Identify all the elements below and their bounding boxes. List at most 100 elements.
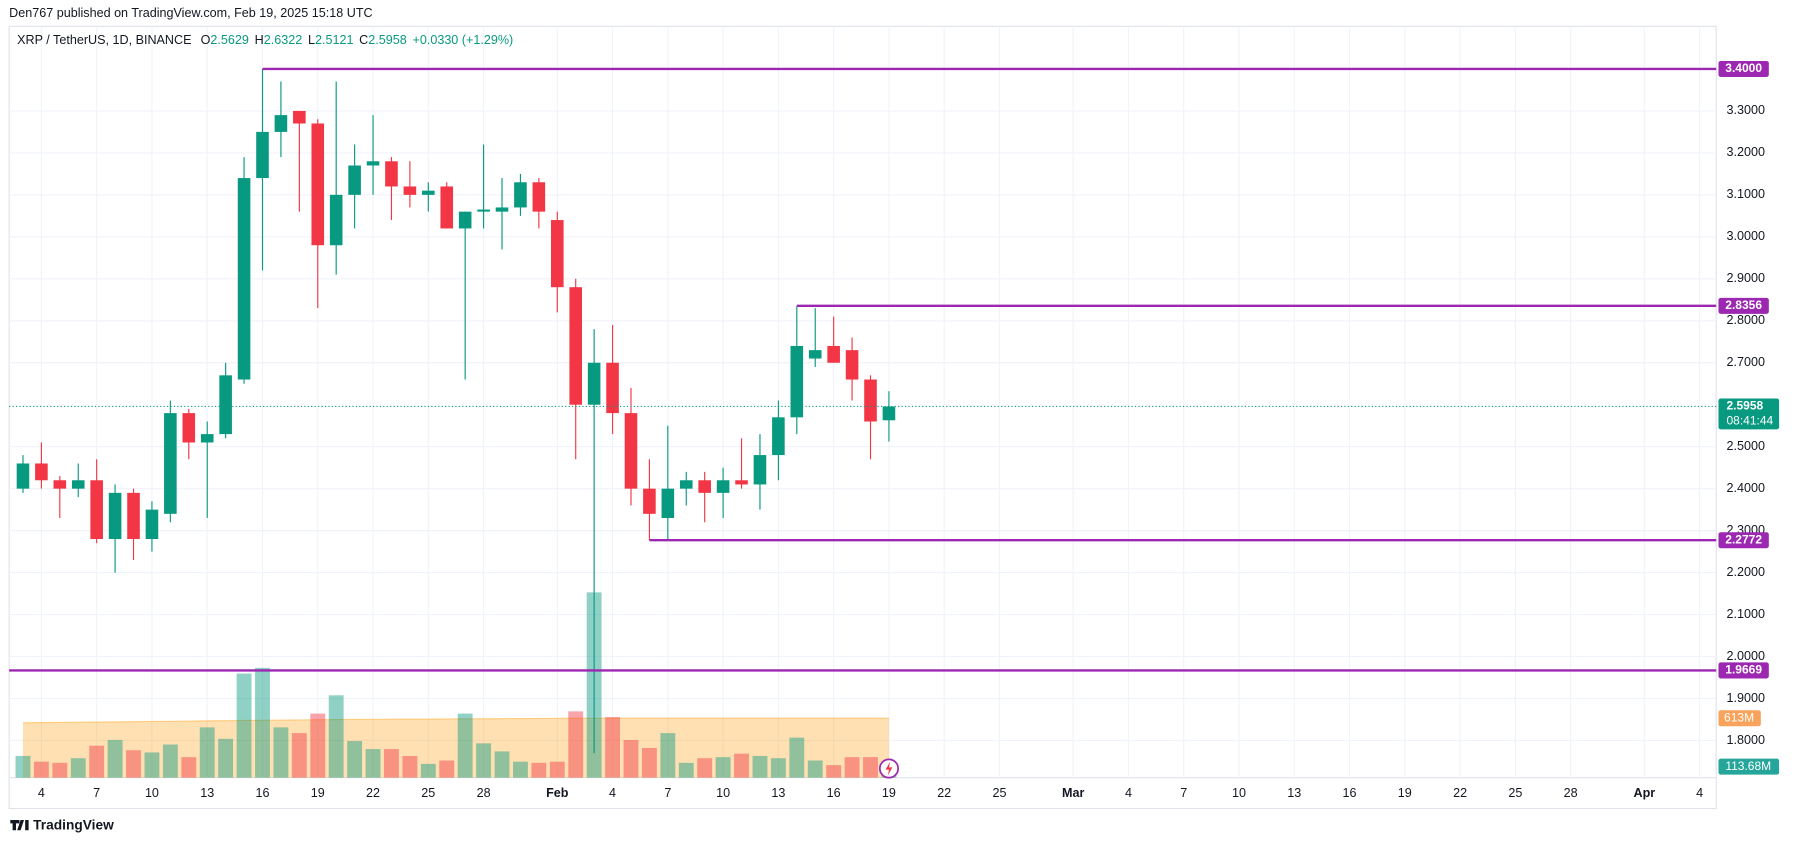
ohlc-value: 2.5121 <box>315 34 353 48</box>
x-tick-label: Feb <box>546 786 569 800</box>
candle-body <box>772 417 785 456</box>
x-tick-label: 13 <box>200 786 214 800</box>
candle-body <box>256 131 269 179</box>
volume-bar <box>752 755 768 778</box>
y-tick-label: 2.7000 <box>1726 355 1764 369</box>
volume-bar <box>255 667 270 778</box>
candle-body <box>90 480 103 540</box>
volume-bar <box>236 673 252 778</box>
candle-body <box>514 182 527 208</box>
volume-bar <box>33 761 49 778</box>
volume-bar <box>623 739 639 778</box>
volume-label-box <box>1718 758 1780 775</box>
volume-bar <box>678 762 694 778</box>
candle-body <box>329 194 343 246</box>
volume-bar <box>126 750 141 778</box>
volume-bar <box>15 755 31 778</box>
y-tick-label: 2.0000 <box>1726 649 1764 663</box>
candle-body <box>679 480 693 489</box>
volume-bar <box>549 761 565 778</box>
volume-bar <box>439 760 455 778</box>
volume-bar <box>789 737 805 778</box>
candle-body <box>35 463 48 481</box>
x-tick-label: 16 <box>255 786 269 800</box>
volume-bar <box>568 711 584 778</box>
volume-bar <box>162 744 178 778</box>
volume-bar <box>89 745 105 778</box>
ohlc-value: 2.5958 <box>368 34 406 48</box>
x-tick-label: 16 <box>827 786 841 800</box>
y-tick-label: 2.4000 <box>1726 481 1764 495</box>
x-tick-label: Apr <box>1634 786 1656 800</box>
candle-body <box>495 207 509 212</box>
candle-body <box>440 186 454 229</box>
alert-bolt <box>885 761 893 776</box>
volume-bar <box>457 713 473 778</box>
volume-bar <box>52 762 68 778</box>
candle-body <box>403 186 417 195</box>
x-tick-label: 25 <box>1508 786 1522 800</box>
volume-bar <box>863 757 878 778</box>
candle-body <box>698 480 711 493</box>
candle-body <box>790 345 804 418</box>
candle-body <box>145 509 159 540</box>
candle-body <box>219 375 232 435</box>
x-tick-label: Mar <box>1062 786 1084 800</box>
candle-body <box>532 182 546 212</box>
y-tick-label: 2.5000 <box>1726 439 1764 453</box>
x-tick-label: 22 <box>937 786 951 800</box>
volume-bar <box>199 727 215 778</box>
volume-bar <box>181 757 197 778</box>
volume-bar <box>107 739 123 778</box>
volume-bar <box>605 717 620 778</box>
volume-bar <box>291 733 307 778</box>
x-tick-label: 22 <box>1453 786 1467 800</box>
x-tick-label: 10 <box>1232 786 1246 800</box>
y-tick-label: 1.9000 <box>1726 691 1764 705</box>
volume-bar <box>70 758 86 778</box>
candle-body <box>882 406 896 421</box>
volume-bar <box>531 762 547 778</box>
volume-bar <box>641 747 657 778</box>
current-price-label: 2.5958 <box>1726 399 1763 413</box>
volume-bar <box>476 743 492 778</box>
candle-body <box>127 492 140 540</box>
volume-bar <box>310 713 326 778</box>
x-tick-label: 13 <box>1287 786 1301 800</box>
x-tick-label: 4 <box>1125 786 1132 800</box>
ohlc-value: 2.5629 <box>210 34 248 48</box>
volume-bar <box>715 757 731 778</box>
x-tick-label: 4 <box>38 786 45 800</box>
volume-bar <box>660 733 676 778</box>
candle-body <box>108 492 122 540</box>
candle-body <box>716 480 730 493</box>
x-tick-label: 16 <box>1343 786 1357 800</box>
volume-label: 113.68M <box>1725 759 1771 773</box>
volume-bar <box>770 758 786 778</box>
x-tick-label: 28 <box>1564 786 1578 800</box>
y-tick-label: 2.9000 <box>1726 271 1764 285</box>
volume-ma-fill <box>22 718 889 778</box>
volume-bar <box>347 741 363 778</box>
candle-body <box>550 220 564 288</box>
change: +0.0330 (+1.29%) <box>412 34 513 48</box>
x-tick-label: 19 <box>882 786 896 800</box>
volume-bar <box>384 749 399 778</box>
x-tick-label: 4 <box>609 786 616 800</box>
level-label-box <box>1718 60 1769 77</box>
x-tick-label: 13 <box>771 786 785 800</box>
volume-bar <box>420 763 436 778</box>
y-tick-label: 2.2000 <box>1726 565 1764 579</box>
candle-body <box>348 165 361 195</box>
candle-body <box>274 115 288 132</box>
candle-body <box>293 110 306 124</box>
volume-bar <box>218 738 234 778</box>
candle-body <box>477 209 490 212</box>
y-tick-label: 2.1000 <box>1726 607 1764 621</box>
volume-bar <box>328 695 344 778</box>
candle-body <box>164 413 177 514</box>
volume-pane <box>15 592 897 778</box>
candle-body <box>587 362 601 405</box>
level-label: 2.8356 <box>1725 298 1762 312</box>
candle-body <box>422 190 435 195</box>
